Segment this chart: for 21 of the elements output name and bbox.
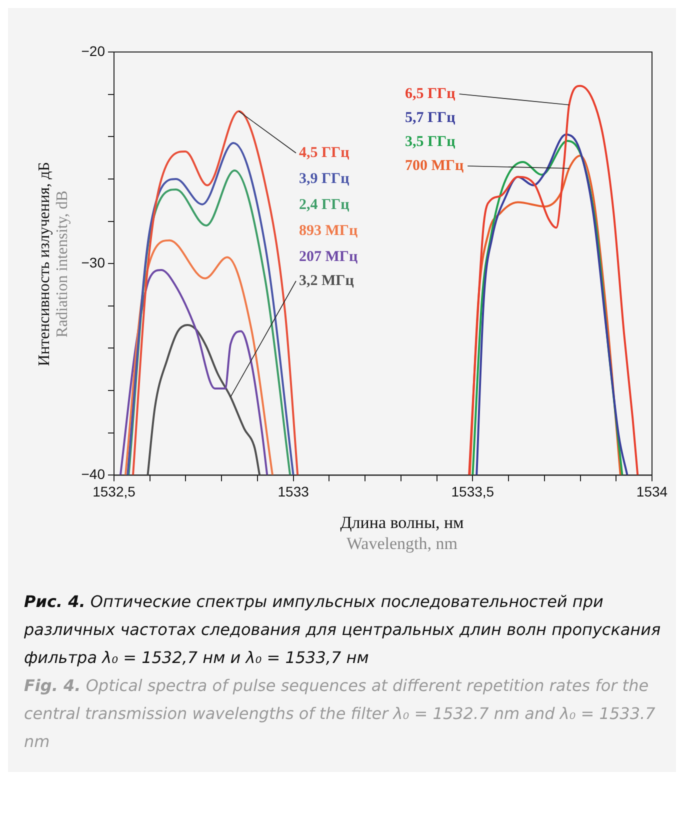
- text: 5,7 ГГц: [405, 110, 456, 126]
- text: 207 МГц: [299, 248, 358, 265]
- text: 3,5 ГГц: [405, 134, 456, 150]
- text: 6,5 ГГц: [405, 86, 456, 102]
- caption: Fig. 4. Optical spectra of pulse sequences at different repetition rates for the central transmission wavelengths of the filter λ₀ = 1532.7 nm and λ₀ = 1533.7 nm: [24, 676, 656, 751]
- y-tick-label: −40: [81, 466, 106, 482]
- text: 893 МГц: [299, 222, 358, 239]
- text: 4,5 ГГц: [299, 144, 350, 161]
- text: 700 МГц: [405, 158, 464, 174]
- y-tick-label: −20: [81, 42, 106, 59]
- x-tick-label: 1534: [636, 483, 668, 500]
- text: 3,9 ГГц: [299, 170, 350, 187]
- x-tick-label: 1533: [278, 483, 310, 500]
- y-axis-title: Интенсивность излучения, дБ Radiation intensity, dB: [36, 162, 72, 366]
- x-tick-label: 1532,5: [92, 483, 136, 500]
- text: 2,4 ГГц: [299, 196, 350, 213]
- text: Рис. 4. Оптические спектры импульсных последовательностей при различных частотах следования для центральных длин волн пропускания фильтра λ₀ = 1532,7 нм и λ₀ = 1533,7 нм: [24, 592, 661, 667]
- x-axis-title: Длина волны, нм Wavelength, nm: [339, 512, 465, 554]
- text: 3,2 МГц: [299, 272, 354, 289]
- y-tick-label: −30: [81, 254, 106, 270]
- x-tick-label: 1533,5: [451, 483, 494, 500]
